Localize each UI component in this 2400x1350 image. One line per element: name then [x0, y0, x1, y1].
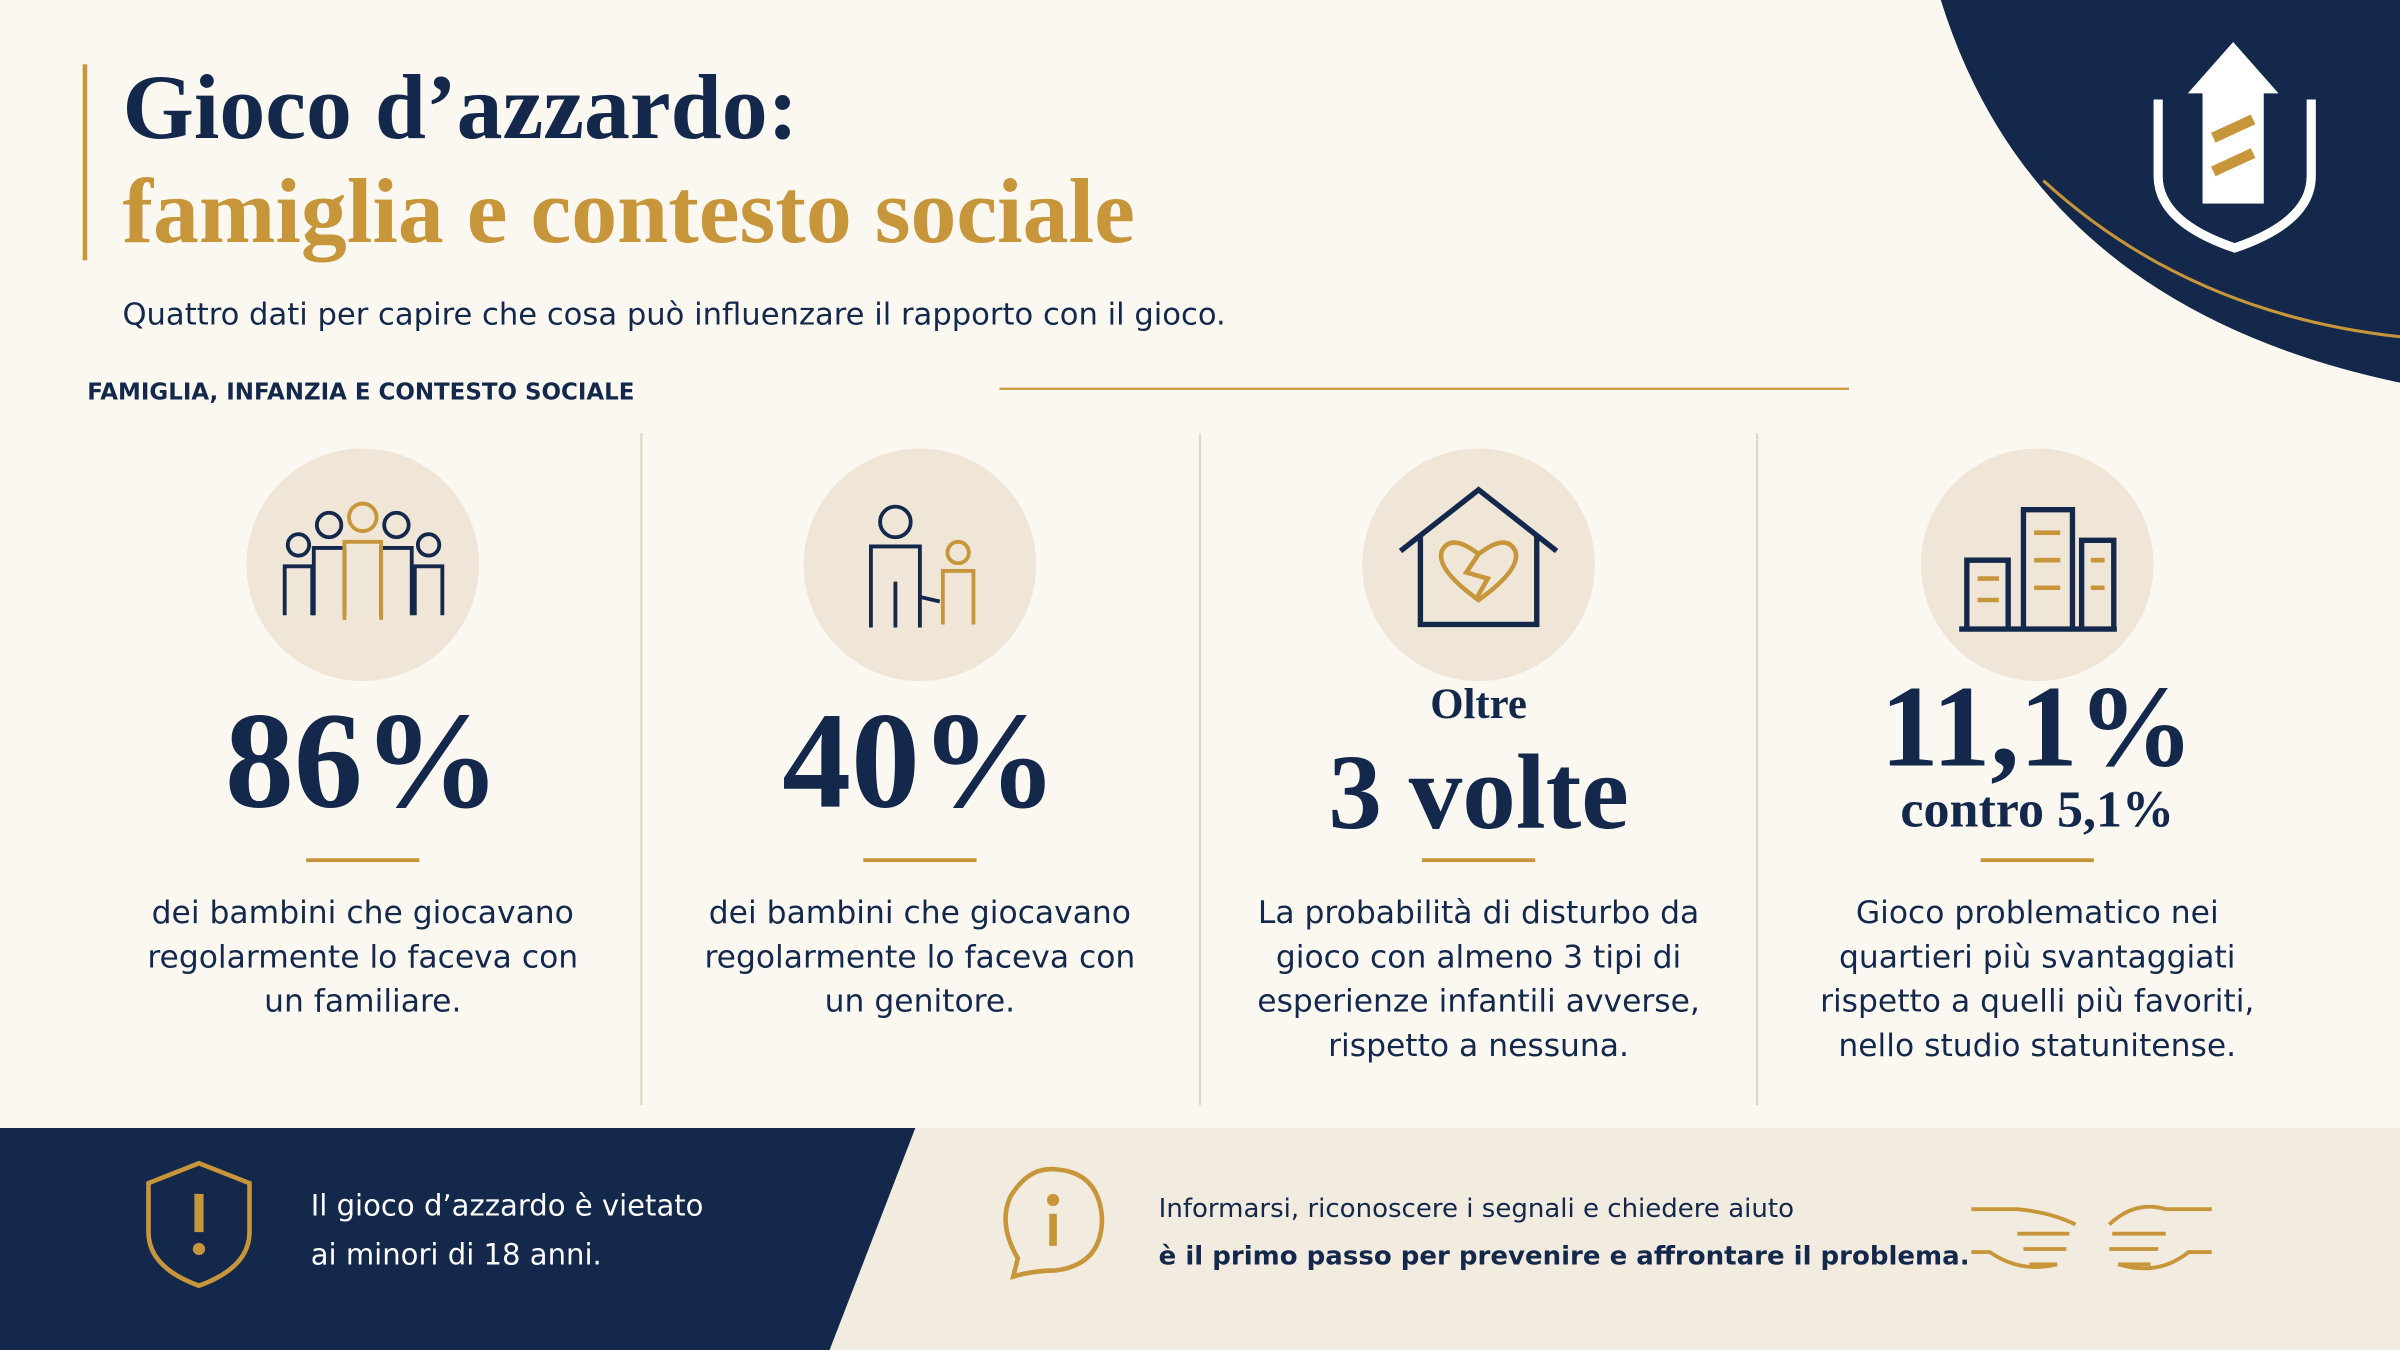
stat-value: 40%: [782, 684, 1058, 837]
stat-description: quartieri più svantaggiati: [1839, 939, 2235, 975]
logo: [2153, 42, 2316, 253]
stat-value: 3 volte: [1328, 734, 1628, 852]
icons: [282, 486, 2117, 632]
stat-description: nello studio statunitense.: [1838, 1028, 2236, 1064]
section-label: FAMIGLIA, INFANZIA E CONTESTO SOCIALE: [87, 379, 634, 405]
info-text: è il primo passo per prevenire e affront…: [1159, 1241, 1970, 1271]
info-icon: [1003, 1166, 1105, 1280]
title-bar: [82, 64, 88, 261]
stat-description: dei bambini che giocavano: [152, 895, 574, 931]
title: famiglia e contesto sociale: [122, 160, 1134, 262]
warning-icon: [146, 1160, 252, 1289]
title: Gioco d’azzardo:: [122, 56, 798, 158]
stat-prefix: Oltre: [1430, 681, 1527, 728]
stat-description: rispetto a nessuna.: [1328, 1028, 1629, 1064]
corner-shape: [1940, 0, 2400, 383]
footer-dark: [0, 1128, 916, 1350]
stat-description: gioco con almeno 3 tipi di: [1276, 939, 1681, 975]
stat-description: dei bambini che giocavano: [709, 895, 1131, 931]
stat-suffix: contro 5,1%: [1900, 782, 2174, 839]
stat-description: un familiare.: [264, 984, 461, 1020]
stat-description: Gioco problematico nei: [1856, 895, 2219, 931]
stat-description: esperienze infantili avverse,: [1257, 984, 1700, 1020]
stat-description: un genitore.: [825, 984, 1015, 1020]
stat-value: 86%: [225, 684, 501, 837]
stat-description: La probabilità di disturbo da: [1258, 895, 1699, 931]
info-text: Informarsi, riconoscere i segnali e chie…: [1159, 1194, 1794, 1224]
warning-text: ai minori di 18 anni.: [311, 1237, 602, 1271]
hands-icon: [1971, 1204, 2212, 1271]
stat-description: regolarmente lo faceva con: [704, 939, 1135, 975]
warning-text: Il gioco d’azzardo è vietato: [311, 1188, 704, 1222]
stat-description: regolarmente lo faceva con: [147, 939, 578, 975]
subtitle: Quattro dati per capire che cosa può inf…: [122, 297, 1225, 332]
stat-description: rispetto a quelli più favoriti,: [1820, 984, 2254, 1020]
corner-line: [2042, 179, 2400, 339]
stat-value: 11,1%: [1881, 662, 2194, 791]
stats: 86% dei bambini che giocavano regolarmente…: [147, 662, 2254, 1064]
dividers: [640, 433, 1759, 1106]
